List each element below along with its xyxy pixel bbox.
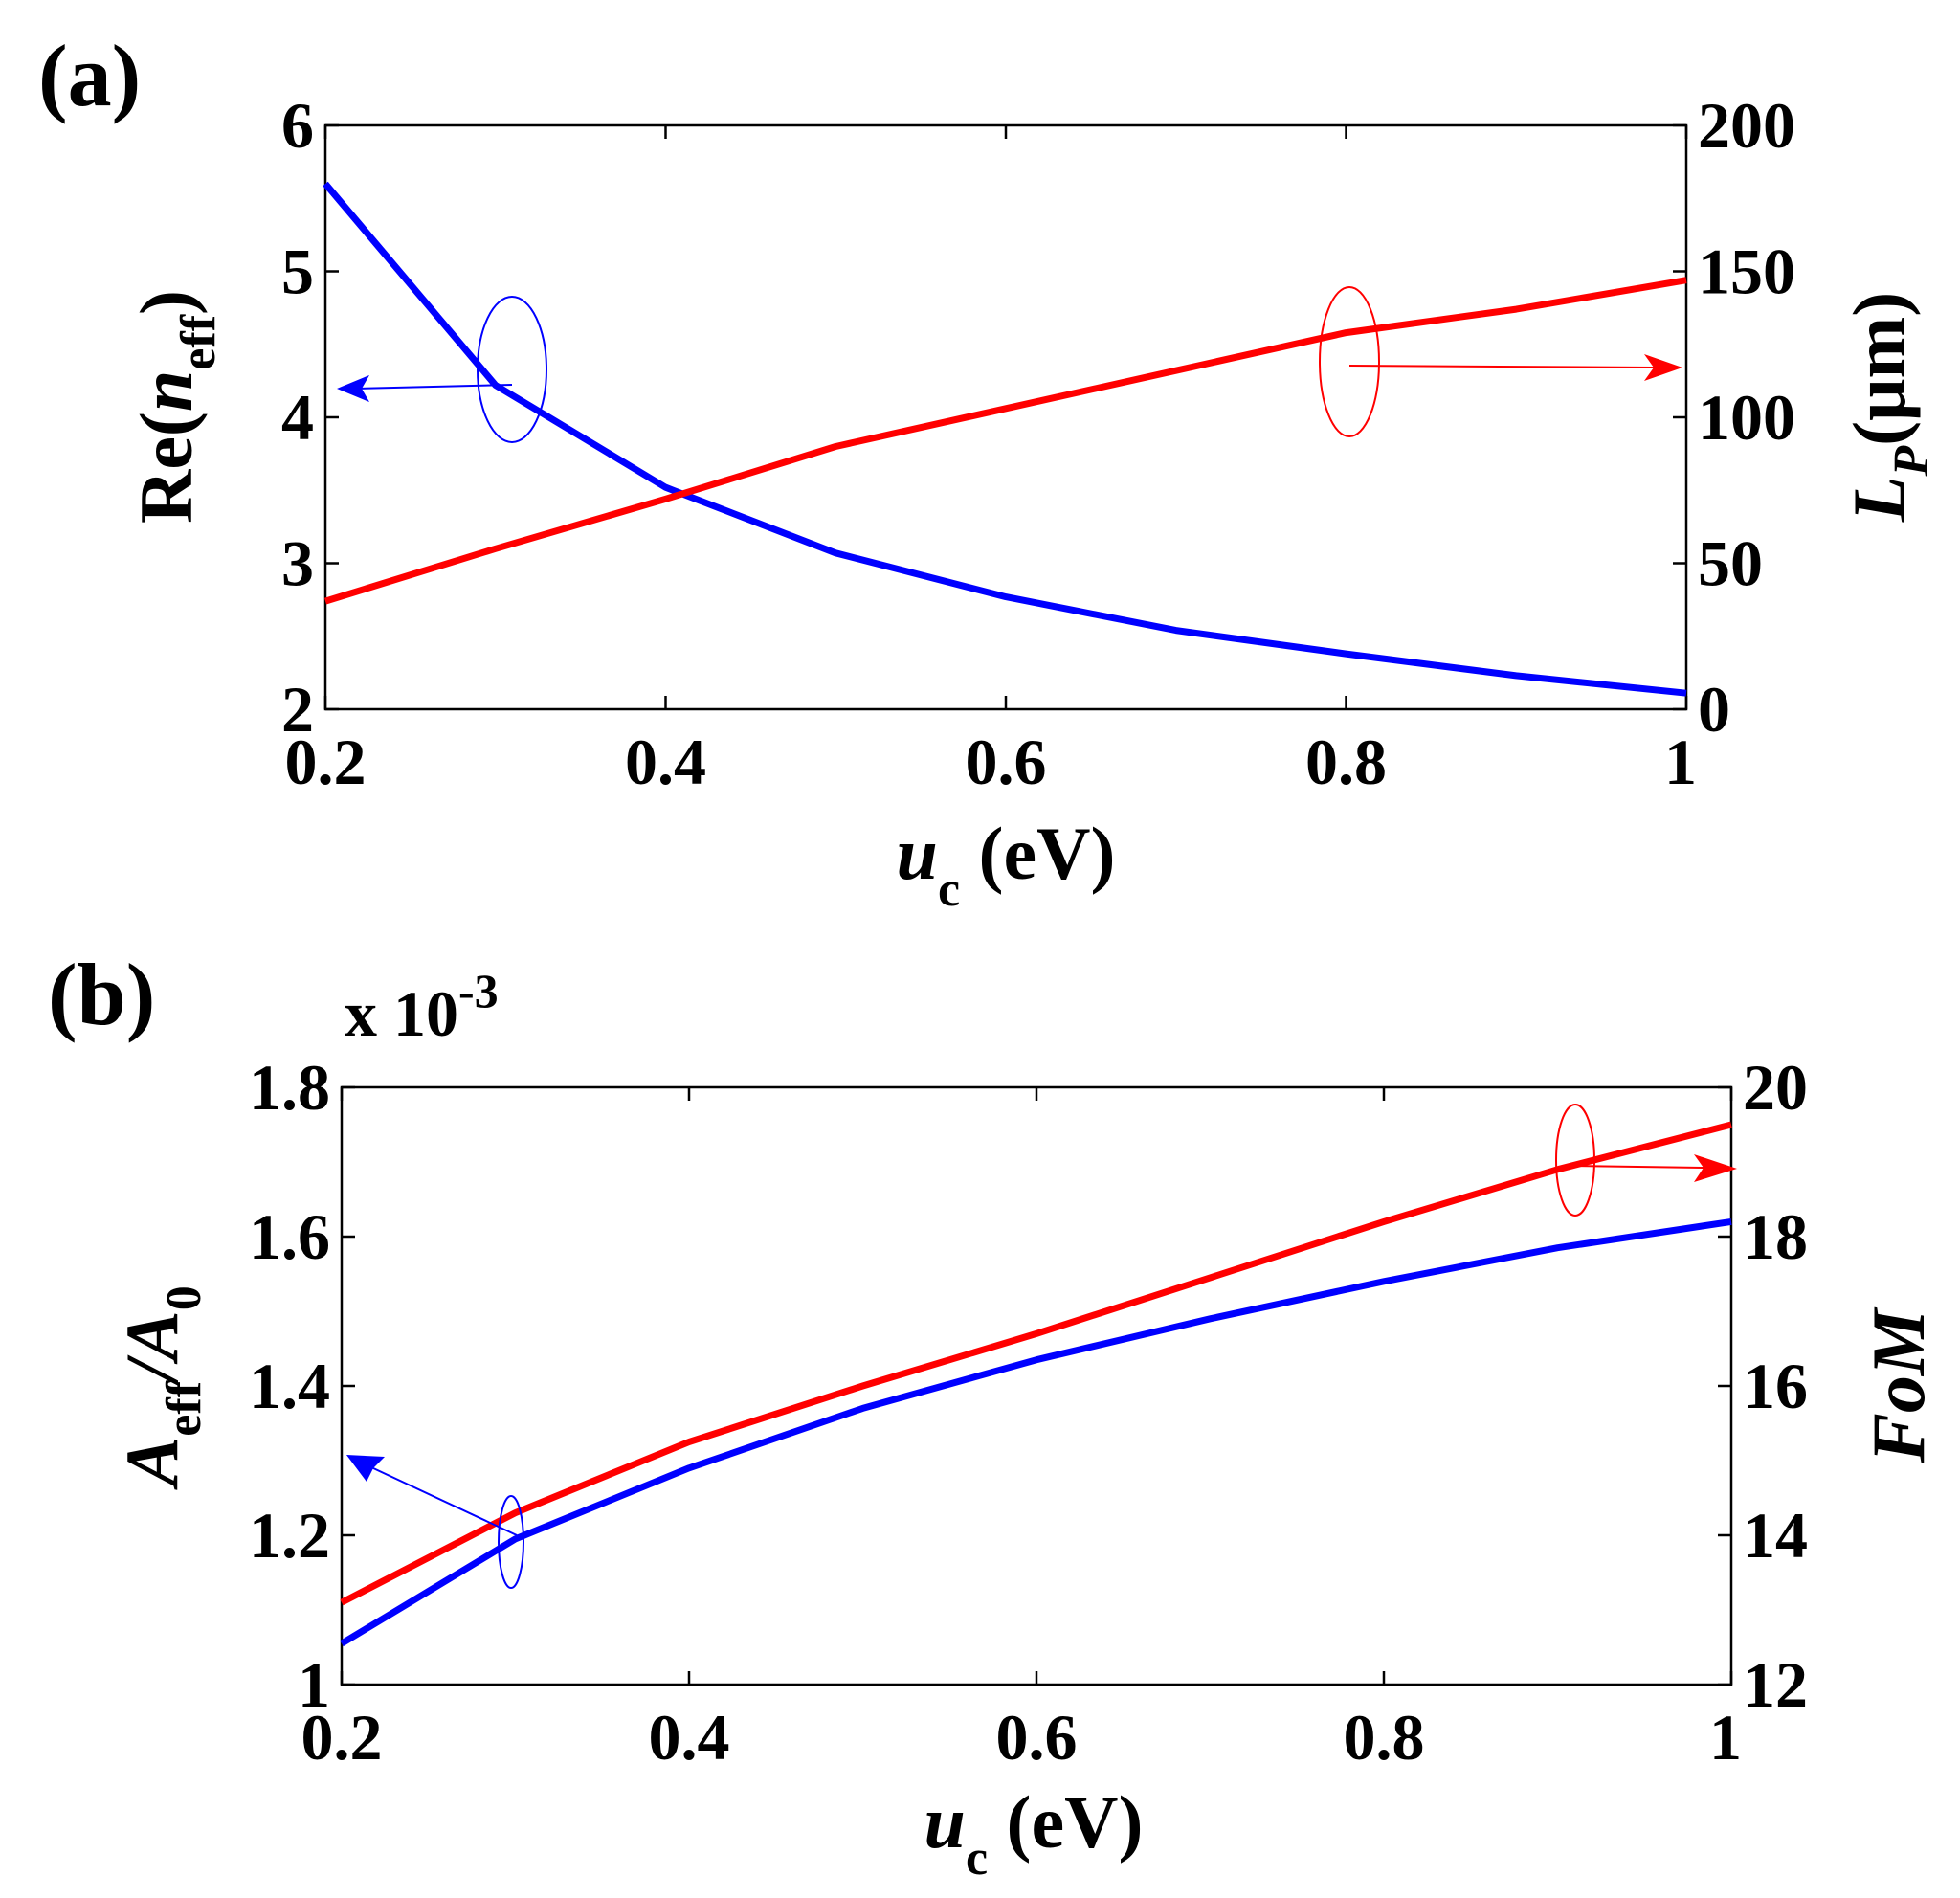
panel-a-x-tick-label: 1 <box>1664 726 1697 798</box>
panel-a-x-label-main: u <box>897 812 938 895</box>
panel-b-blue-marker-ellipse <box>498 1495 524 1589</box>
panel-b: (b) x 10-3 0.2 0.4 0.6 0.8 1 1 1.2 1.4 1.6 1.8 12 1… <box>48 946 1940 1886</box>
panel-a-x-tick-label: 0.8 <box>1305 726 1387 798</box>
panel-b-left-tick-label: 1.6 <box>249 1200 330 1273</box>
panel-b-x-label-sub: c <box>966 1831 988 1886</box>
panel-a-blue-arrow-shaft <box>355 384 513 390</box>
panel-a-right-y-axis-label: LP(μm) <box>1838 292 1939 524</box>
panel-a-red-series-line <box>323 277 1687 605</box>
panel-b-red-marker-ellipse <box>1555 1104 1595 1217</box>
panel-b-label: (b) <box>48 946 155 1043</box>
panel-a-left-label-post: ) <box>124 290 208 315</box>
panel-a-left-tick-label: 2 <box>281 673 314 746</box>
panel-a-red-arrow-shaft <box>1348 365 1655 368</box>
panel-a-x-tick-label: 0.2 <box>285 726 367 798</box>
panel-a-left-tick-label: 4 <box>281 381 314 454</box>
panel-b-red-series-line <box>340 1121 1732 1606</box>
panel-a-x-tick-label: 0.6 <box>966 726 1047 798</box>
panel-b-multiplier-text: x 10 <box>345 977 458 1050</box>
panel-a-left-label-pre: Re( <box>124 412 208 524</box>
panel-a-right-tick-label: 0 <box>1698 673 1730 746</box>
panel-b-right-tick-label: 18 <box>1743 1200 1808 1273</box>
panel-b-left-tick-label: 1.8 <box>249 1051 330 1124</box>
panel-a-left-y-axis-label: Re(neff) <box>124 290 226 524</box>
panel-b-x-label-unit: (eV) <box>988 1780 1143 1864</box>
panel-a-lines <box>323 181 1687 697</box>
panel-a: (a) 0.2 0.4 0.6 0.8 1 2 3 4 5 6 0 50 100 150 200 uc (e… <box>38 27 1939 917</box>
panel-a-plot-frame <box>323 123 1688 711</box>
panel-a-blue-arrowhead <box>337 375 369 402</box>
panel-a-left-tick-label: 3 <box>281 527 314 600</box>
panel-a-right-tick-label: 50 <box>1698 527 1763 600</box>
panel-b-left-tick-label: 1.4 <box>249 1350 330 1422</box>
panel-b-x-label-main: u <box>924 1780 966 1864</box>
panel-a-left-label-main: n <box>124 370 208 412</box>
panel-b-x-axis-label: uc (eV) <box>924 1780 1144 1886</box>
panel-a-blue-marker-ellipse <box>477 296 547 443</box>
panel-b-left-y-axis-label: Aeff/A0 <box>110 1285 212 1490</box>
panel-b-left-label-sub: eff <box>157 1380 212 1436</box>
panel-a-x-tick-label: 0.4 <box>625 726 706 798</box>
panel-a-label: (a) <box>38 27 141 124</box>
panel-b-multiplier-exp: -3 <box>458 964 499 1017</box>
panel-b-right-y-axis-label: FoM <box>1857 1306 1940 1463</box>
panel-b-right-tick-label: 16 <box>1743 1350 1808 1422</box>
panel-a-right-label-sub: P <box>1884 445 1939 478</box>
panel-a-right-label-unit: (μm) <box>1838 292 1921 446</box>
panel-a-right-tick-label: 200 <box>1698 89 1795 162</box>
panel-b-x-tick-label: 0.4 <box>649 1701 730 1774</box>
panel-b-left-tick-label: 1.2 <box>249 1499 330 1572</box>
panel-b-red-arrowhead <box>1694 1154 1737 1182</box>
panel-a-x-label-sub: c <box>938 862 960 917</box>
panel-a-left-tick-label: 6 <box>281 89 314 162</box>
panel-b-left-tick-label: 1 <box>298 1648 330 1721</box>
panel-b-blue-arrowhead <box>346 1455 385 1482</box>
panel-a-left-label-sub: eff <box>171 314 226 369</box>
panel-a-x-axis-label: uc (eV) <box>897 812 1116 917</box>
panel-b-left-label-sub2: 0 <box>157 1285 212 1310</box>
panel-a-right-tick-label: 100 <box>1698 381 1795 454</box>
panel-b-blue-series-line <box>340 1217 1732 1647</box>
panel-a-right-tick-label: 150 <box>1698 235 1795 308</box>
panel-b-right-tick-label: 14 <box>1743 1499 1808 1572</box>
panel-a-right-label-main: L <box>1838 477 1921 524</box>
panel-a-left-tick-label: 5 <box>281 235 314 308</box>
panel-a-red-arrowhead <box>1644 354 1682 381</box>
panel-b-right-tick-label: 12 <box>1743 1648 1808 1721</box>
panel-b-lines <box>340 1121 1732 1647</box>
panel-b-left-label-main2: A <box>110 1310 193 1365</box>
panel-b-ticks: 0.2 0.4 0.6 0.8 1 1 1.2 1.4 1.6 1.8 12 14 16 18 20 <box>249 1051 1808 1774</box>
panel-b-red-arrow-shaft <box>1574 1165 1704 1169</box>
panel-b-x-tick-label: 0.6 <box>996 1701 1078 1774</box>
panel-b-x-tick-label: 1 <box>1709 1701 1742 1774</box>
panel-b-x-tick-label: 0.8 <box>1344 1701 1425 1774</box>
panel-a-x-label-unit: (eV) <box>960 812 1115 895</box>
panel-a-blue-series-line <box>323 181 1687 697</box>
panel-b-left-label-main: A <box>110 1437 193 1491</box>
panel-b-left-multiplier: x 10-3 <box>345 964 499 1050</box>
panel-a-red-marker-ellipse <box>1319 286 1380 437</box>
panel-a-ticks: 0.2 0.4 0.6 0.8 1 2 3 4 5 6 0 50 100 150 200 <box>281 89 1795 798</box>
panel-b-blue-arrow-shaft <box>370 1466 518 1536</box>
panel-b-x-tick-label: 0.2 <box>301 1701 383 1774</box>
panel-b-right-tick-label: 20 <box>1743 1051 1808 1124</box>
